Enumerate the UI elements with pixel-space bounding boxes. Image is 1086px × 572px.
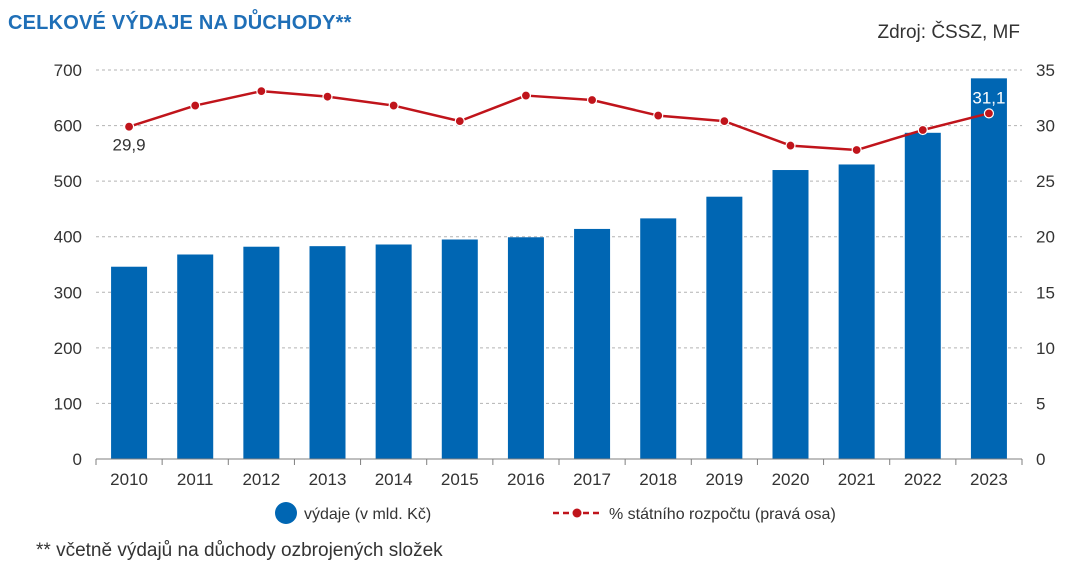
bar <box>441 239 478 459</box>
y-left-tick-label: 200 <box>54 339 82 358</box>
y-left-tick-label: 500 <box>54 172 82 191</box>
data-label: 31,1 <box>972 88 1005 107</box>
line-series-path <box>128 89 990 152</box>
y-right-tick-label: 35 <box>1036 61 1055 80</box>
legend-line-point <box>572 508 582 518</box>
x-tick-label: 2016 <box>507 470 545 489</box>
x-tick-label: 2020 <box>772 470 810 489</box>
y-right-tick-label: 0 <box>1036 450 1045 469</box>
bar <box>904 132 941 459</box>
x-tick-label: 2018 <box>639 470 677 489</box>
bar <box>838 164 875 459</box>
y-right-tick-label: 15 <box>1036 283 1055 302</box>
line-point <box>653 110 664 121</box>
x-tick-label: 2017 <box>573 470 611 489</box>
y-right-tick-label: 25 <box>1036 172 1055 191</box>
axes: 0 100 200 300 400 500 600 700 0 5 10 15 20 25 30 35 2010… <box>54 61 1055 489</box>
y-left-tick-label: 700 <box>54 61 82 80</box>
y-right-tick-label: 20 <box>1036 228 1055 247</box>
line-point <box>454 116 465 127</box>
legend-bar-label: výdaje (v mld. Kč) <box>304 506 431 523</box>
line-point <box>983 108 995 119</box>
line-point <box>322 91 333 102</box>
legend-line-label: % státního rozpočtu (pravá osa) <box>609 506 836 523</box>
line-point <box>123 121 135 132</box>
data-label: 29,9 <box>113 136 146 155</box>
bar <box>574 228 611 459</box>
footnote: ** včetně výdajů na důchody ozbrojených … <box>36 540 443 561</box>
source-note: Zdroj: ČSSZ, MF <box>877 22 1020 43</box>
line-point <box>719 116 730 127</box>
y-left-tick-label: 0 <box>73 450 82 469</box>
line-point <box>520 90 532 101</box>
chart-title: CELKOVÉ VÝDAJE NA DŮCHODY** <box>8 12 352 34</box>
bar <box>706 196 743 459</box>
bar <box>640 218 677 459</box>
grid-lines <box>96 69 1022 404</box>
data-labels: 29,9 31,1 <box>113 88 1006 154</box>
line-point <box>851 144 862 156</box>
legend-bar-marker <box>275 502 297 524</box>
y-left-tick-label: 400 <box>54 228 82 247</box>
x-tick-label: 2023 <box>970 470 1008 489</box>
bar <box>111 266 148 459</box>
line-point <box>190 100 201 111</box>
bar <box>375 244 412 459</box>
y-right-tick-label: 30 <box>1036 117 1055 136</box>
bar <box>243 246 280 459</box>
bar <box>772 170 809 459</box>
y-right-tick-label: 10 <box>1036 339 1055 358</box>
x-tick-label: 2010 <box>110 470 148 489</box>
line-point <box>586 94 598 106</box>
x-tick-label: 2011 <box>177 470 214 489</box>
bar-series <box>111 78 1007 459</box>
legend: výdaje (v mld. Kč) % státního rozpočtu (p… <box>275 502 836 524</box>
x-tick-label: 2014 <box>375 470 413 489</box>
x-tick-label: 2021 <box>838 470 876 489</box>
line-point <box>785 140 796 151</box>
line-point <box>917 124 928 136</box>
pension-expenditure-chart: 0 100 200 300 400 500 600 700 0 5 10 15 20 25 30 35 2010… <box>54 61 1055 524</box>
line-point <box>256 86 267 97</box>
y-left-tick-label: 100 <box>54 394 82 413</box>
y-left-tick-label: 600 <box>54 117 82 136</box>
x-tick-label: 2022 <box>904 470 942 489</box>
bar <box>177 254 214 459</box>
x-tick-label: 2015 <box>441 470 479 489</box>
line-series <box>123 86 995 156</box>
x-tick-label: 2012 <box>242 470 280 489</box>
bar <box>309 246 346 459</box>
line-point <box>388 100 399 111</box>
y-left-tick-label: 300 <box>54 283 82 302</box>
bar <box>507 237 544 459</box>
bar <box>970 78 1007 459</box>
y-right-tick-label: 5 <box>1036 394 1045 413</box>
x-tick-label: 2019 <box>705 470 743 489</box>
x-tick-label: 2013 <box>309 470 347 489</box>
